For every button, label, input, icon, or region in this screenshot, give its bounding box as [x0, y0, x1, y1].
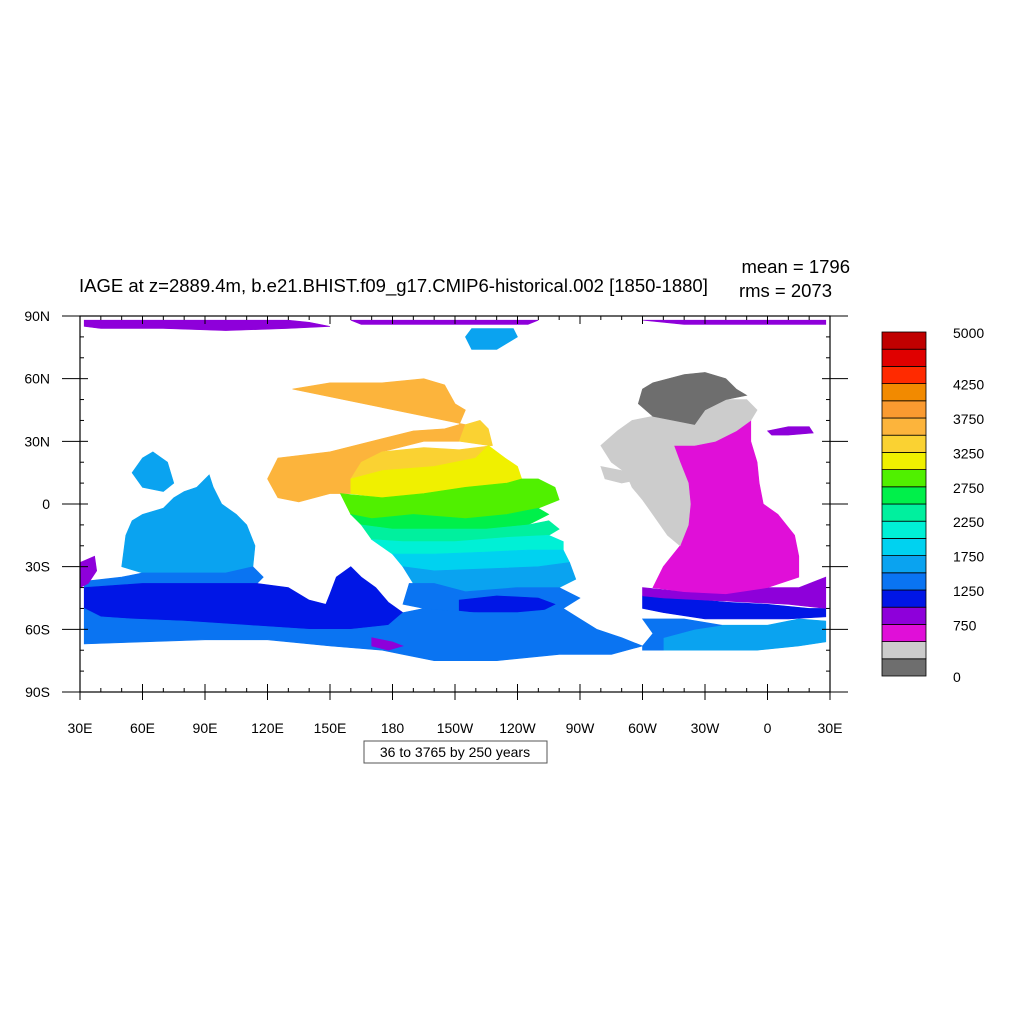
region-mediterranean-purple — [766, 426, 814, 436]
colorbar-label: 3750 — [953, 411, 984, 427]
region-ross-sea-purple — [371, 637, 404, 651]
region-arabian-sea-sky — [131, 451, 175, 492]
region-southern-ocean-blue — [83, 607, 644, 662]
y-tick-label: 30N — [24, 433, 50, 449]
colorbar-swatch — [881, 572, 927, 591]
region-south-atlantic-darkblue — [642, 595, 827, 620]
x-tick-label: 30E — [68, 720, 93, 736]
x-tick-label: 180 — [381, 720, 405, 736]
x-tick-label: 150W — [437, 720, 474, 736]
x-tick-label: 60W — [628, 720, 658, 736]
x-tick-label: 60E — [130, 720, 155, 736]
colorbar-label: 0 — [953, 669, 961, 685]
y-tick-label: 90N — [24, 308, 50, 324]
colorbar: 0 750 1250 1750 2250 2750 3250 3750 4250 5000 — [881, 325, 984, 685]
colorbar-swatch — [881, 417, 927, 436]
x-tick-label: 90W — [566, 720, 596, 736]
y-tick-label: 0 — [42, 496, 50, 512]
colorbar-swatch — [881, 641, 927, 660]
region-southeast-pacific-darkblue — [458, 595, 556, 616]
contour-info-frame — [363, 740, 548, 764]
map-title: IAGE at z=2889.4m, b.e21.BHIST.f09_g17.C… — [79, 275, 708, 297]
map-plot-area: 30E 60E 90E 120E 150E 180 150W 120W 90W 60W 30W 0 30… — [24, 308, 848, 736]
x-tick-label: 30E — [818, 720, 843, 736]
x-tick-label: 120W — [499, 720, 536, 736]
colorbar-swatch — [881, 520, 927, 539]
colorbar-swatch — [881, 589, 927, 608]
x-tick-label: 120E — [251, 720, 284, 736]
rms-stat: rms = 2073 — [739, 280, 832, 301]
region-caribbean-lightgray — [600, 466, 643, 484]
colorbar-swatch — [881, 555, 927, 574]
colorbar-label: 4250 — [953, 377, 984, 393]
colorbar-label: 2250 — [953, 514, 984, 530]
colorbar-label: 3250 — [953, 445, 984, 461]
colorbar-swatch — [881, 331, 927, 350]
colorbar-swatch — [881, 348, 927, 367]
colorbar-swatch — [881, 400, 927, 419]
colorbar-label: 1250 — [953, 583, 984, 599]
colorbar-swatch — [881, 624, 927, 643]
colorbar-label: 5000 — [953, 325, 984, 341]
y-tick-label: 30S — [25, 559, 50, 575]
y-tick-label: 90S — [25, 684, 50, 700]
y-tick-label: 60S — [25, 621, 50, 637]
colorbar-swatch — [881, 434, 927, 453]
colorbar-swatch — [881, 383, 927, 402]
ocean-field — [79, 319, 827, 662]
mean-stat: mean = 1796 — [741, 256, 850, 277]
colorbar-swatch — [881, 451, 927, 470]
y-tick-label: 60N — [24, 371, 50, 387]
y-axis: 90N 60N 30N 0 30S 60S 90S — [24, 308, 848, 700]
colorbar-swatch — [881, 538, 927, 557]
region-labrador-darkgray — [637, 372, 748, 425]
region-beaufort-blue — [465, 328, 518, 350]
x-tick-label: 150E — [314, 720, 347, 736]
colorbar-swatch — [881, 658, 927, 677]
colorbar-swatch — [881, 469, 927, 488]
colorbar-label: 1750 — [953, 549, 984, 565]
region-arctic-ocean-atlantic-side — [642, 319, 827, 325]
colorbar-swatch — [881, 365, 927, 384]
colorbar-swatch — [881, 606, 927, 625]
contour-info-box: 36 to 3765 by 250 years — [363, 740, 548, 764]
x-tick-label: 30W — [691, 720, 721, 736]
colorbar-label: 2750 — [953, 480, 984, 496]
x-tick-label: 90E — [193, 720, 218, 736]
region-arctic-ocean-pacific-side — [350, 319, 539, 325]
colorbar-swatch — [881, 486, 927, 505]
contour-info-text: 36 to 3765 by 250 years — [380, 744, 530, 760]
region-atlantic-southern-blue — [641, 618, 722, 651]
x-axis: 30E 60E 90E 120E 150E 180 150W 120W 90W 60W 30W 0 30… — [68, 316, 843, 736]
colorbar-label: 750 — [953, 617, 977, 633]
x-tick-label: 0 — [764, 720, 772, 736]
region-north-pacific-orange — [267, 378, 466, 503]
region-arctic-ocean — [83, 319, 331, 331]
colorbar-swatch — [881, 503, 927, 522]
